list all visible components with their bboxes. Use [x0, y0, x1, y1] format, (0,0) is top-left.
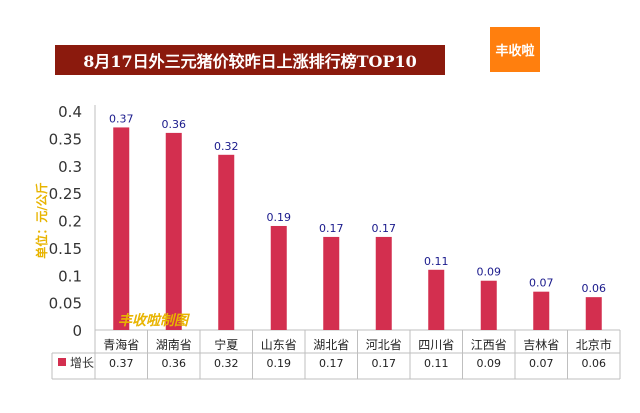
table-value: 0.17 — [319, 357, 344, 370]
bar-1 — [113, 127, 130, 330]
y-tick-label: 0.4 — [58, 103, 82, 121]
y-tick-label: 0.15 — [49, 240, 82, 258]
table-value: 0.11 — [424, 357, 449, 370]
table-value: 0.17 — [372, 357, 397, 370]
x-category-label: 青海省 — [103, 337, 139, 352]
data-label: 0.09 — [477, 266, 502, 279]
table-value: 0.19 — [267, 357, 292, 370]
bar-6 — [375, 236, 392, 330]
x-category-label: 山东省 — [261, 338, 297, 352]
legend-label: 增长 — [70, 356, 94, 370]
data-label: 0.32 — [214, 140, 239, 153]
legend-swatch — [58, 358, 66, 366]
y-tick-label: 0.05 — [49, 295, 82, 313]
x-category-label: 吉林省 — [523, 338, 559, 352]
table-value: 0.36 — [162, 357, 187, 370]
y-tick-label: 0 — [72, 322, 82, 340]
y-tick-label: 0.3 — [58, 158, 82, 176]
bar-4 — [270, 225, 287, 330]
bar-3 — [218, 154, 235, 330]
bar-5 — [323, 236, 340, 330]
table-value: 0.32 — [214, 357, 239, 370]
data-label: 0.17 — [319, 222, 344, 235]
x-category-label: 江西省 — [471, 338, 507, 352]
x-category-label: 四川省 — [418, 338, 454, 352]
x-category-label: 宁夏 — [214, 337, 238, 352]
x-category-label: 河北省 — [366, 338, 402, 352]
table-value: 0.07 — [529, 357, 554, 370]
data-label: 0.17 — [372, 222, 397, 235]
bar-10 — [585, 297, 602, 330]
table-value: 0.09 — [477, 357, 502, 370]
bar-2 — [165, 132, 182, 330]
table-value: 0.37 — [109, 357, 134, 370]
y-tick-label: 0.35 — [49, 130, 82, 148]
bar-9 — [533, 291, 550, 330]
x-category-label: 北京市 — [576, 337, 612, 352]
brand-logo: 丰收啦 — [490, 27, 540, 72]
data-label: 0.07 — [529, 277, 554, 290]
data-label: 0.37 — [109, 112, 134, 125]
y-tick-label: 0.2 — [58, 213, 82, 231]
bar-7 — [428, 269, 445, 330]
watermark: 丰收啦制图 — [118, 312, 190, 329]
y-tick-label: 0.1 — [58, 267, 82, 285]
data-label: 0.06 — [582, 282, 607, 295]
chart-title: 8月17日外三元猪价较昨日上涨排行榜TOP10 — [55, 45, 445, 75]
y-axis-label: 单位：元/公斤 — [34, 182, 49, 258]
data-label: 0.36 — [162, 118, 187, 131]
data-label: 0.11 — [424, 255, 449, 268]
x-category-label: 湖北省 — [313, 337, 349, 352]
x-category-label: 湖南省 — [156, 337, 192, 352]
y-tick-label: 0.25 — [49, 185, 82, 203]
data-label: 0.19 — [267, 211, 292, 224]
bar-8 — [480, 280, 497, 330]
table-value: 0.06 — [582, 357, 607, 370]
